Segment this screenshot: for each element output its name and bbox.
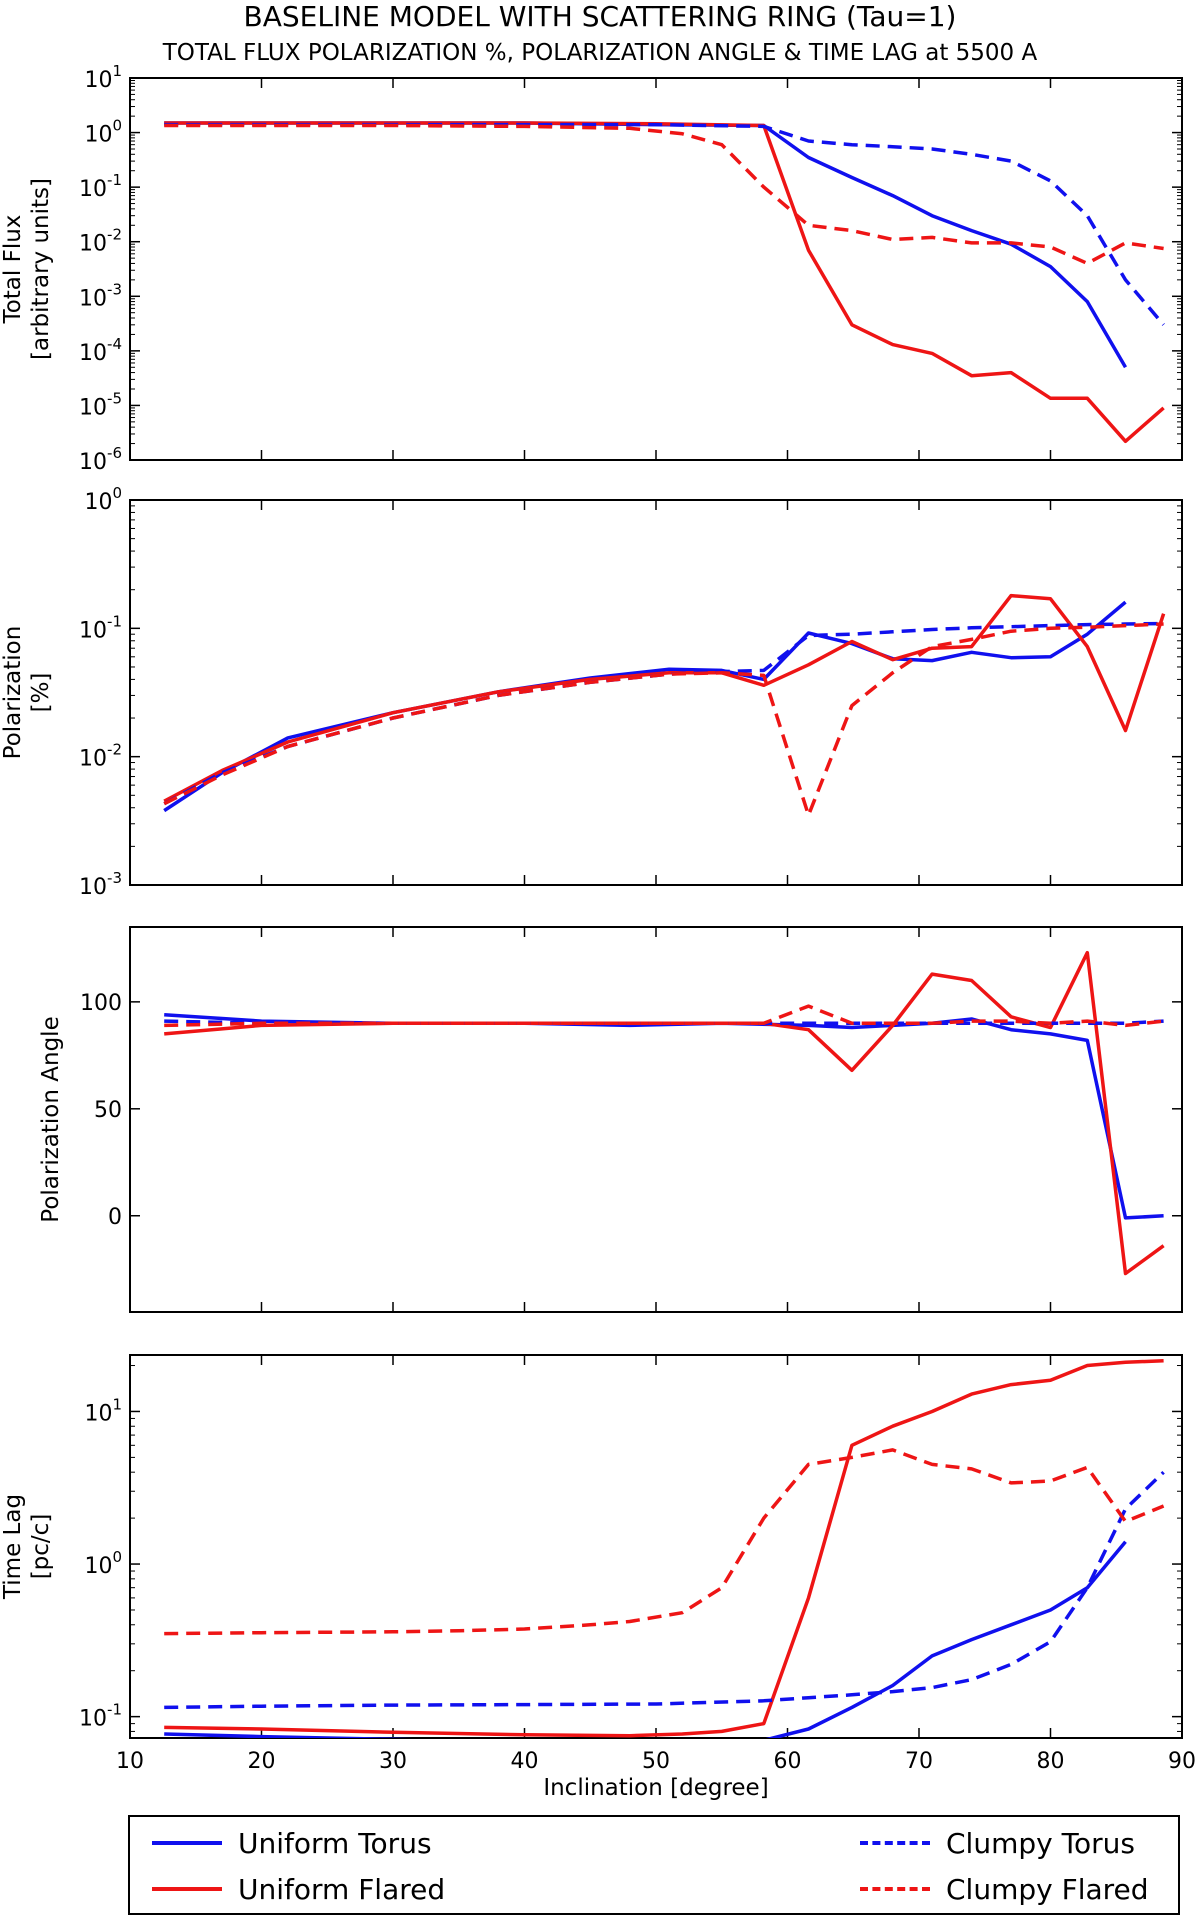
legend-item-uniform-torus: Uniform Torus <box>152 1823 432 1863</box>
y-tick-label: 100 <box>80 991 122 1016</box>
legend-item-clumpy-torus: Clumpy Torus <box>860 1823 1135 1863</box>
y-tick-label: 101 <box>84 1395 122 1426</box>
legend-label: Clumpy Torus <box>946 1826 1135 1860</box>
x-axis-label: Inclination [degree] <box>543 1775 768 1801</box>
x-tick-label: 30 <box>379 1749 407 1774</box>
legend-swatch-uniform-flared <box>152 1887 222 1891</box>
series-line-uniform-flared <box>163 593 1166 803</box>
series-line-clumpy-torus <box>164 1470 1165 1710</box>
y-tick-label: 50 <box>94 1098 122 1123</box>
y-tick-label: 10-2 <box>79 226 122 257</box>
x-tick-label: 80 <box>1037 1749 1065 1774</box>
series-line-uniform-flared <box>164 121 1165 444</box>
chart-title: BASELINE MODEL WITH SCATTERING RING (Tau… <box>243 0 957 33</box>
y-tick-label: 10-4 <box>79 335 122 366</box>
chart-subtitle: TOTAL FLUX POLARIZATION %, POLARIZATION … <box>162 40 1038 66</box>
y-tick-label: 100 <box>84 1548 122 1579</box>
legend-label: Uniform Flared <box>238 1872 446 1906</box>
legend-item-uniform-flared: Uniform Flared <box>152 1869 445 1909</box>
x-tick-label: 10 <box>116 1749 144 1774</box>
y-tick-label: 10-5 <box>79 389 122 420</box>
y-tick-label: 10-3 <box>79 869 122 900</box>
series-line-clumpy-flared <box>163 622 1164 817</box>
x-tick-label: 60 <box>774 1749 802 1774</box>
y-tick-label: 101 <box>84 62 122 93</box>
series-line-uniform-flared <box>164 1358 1164 1738</box>
y-axis-label: Time Lag <box>0 1494 26 1600</box>
y-axis-label: [arbitrary units] <box>28 178 54 360</box>
y-tick-label: 0 <box>108 1205 122 1230</box>
legend: Uniform Torus Uniform Flared Clumpy Toru… <box>128 1815 1180 1915</box>
series-line-clumpy-flared <box>164 123 1164 266</box>
series-line-uniform-torus <box>164 121 1128 369</box>
y-axis-label: Polarization Angle <box>38 1016 64 1222</box>
series-line-clumpy-torus <box>164 122 1165 326</box>
y-tick-label: 10-2 <box>79 741 122 772</box>
y-tick-label: 10-3 <box>79 280 122 311</box>
y-tick-label: 10-1 <box>79 612 122 643</box>
y-axis-label: [%] <box>28 673 54 713</box>
x-tick-label: 50 <box>642 1749 670 1774</box>
series-line-clumpy-torus <box>163 621 1164 806</box>
legend-label: Clumpy Flared <box>946 1872 1149 1906</box>
x-tick-label: 90 <box>1168 1749 1196 1774</box>
y-tick-label: 100 <box>84 117 122 148</box>
legend-swatch-clumpy-torus <box>860 1841 930 1845</box>
y-tick-label: 10-6 <box>79 444 122 475</box>
x-tick-label: 20 <box>248 1749 276 1774</box>
y-axis-label: Total Flux <box>0 215 26 325</box>
y-tick-label: 100 <box>84 484 122 515</box>
series-line-uniform-torus <box>164 1540 1127 1738</box>
y-axis-label: Polarization <box>0 626 26 760</box>
legend-label: Uniform Torus <box>238 1826 432 1860</box>
series-line-uniform-torus <box>164 1012 1164 1220</box>
series-line-uniform-flared <box>164 950 1165 1276</box>
series-line-clumpy-flared <box>164 1448 1165 1636</box>
x-tick-label: 40 <box>511 1749 539 1774</box>
legend-swatch-clumpy-flared <box>860 1887 930 1891</box>
y-tick-label: 10-1 <box>79 1701 122 1732</box>
y-axis-label: [pc/c] <box>28 1514 54 1580</box>
plot-frame-1 <box>129 499 1183 886</box>
legend-item-clumpy-flared: Clumpy Flared <box>860 1869 1149 1909</box>
plot-frame-2 <box>129 926 1183 1313</box>
y-tick-label: 10-1 <box>79 171 122 202</box>
legend-swatch-uniform-torus <box>152 1841 222 1845</box>
plot-frame-3 <box>129 1354 1183 1739</box>
plot-frame-0 <box>129 77 1183 461</box>
x-tick-label: 70 <box>905 1749 933 1774</box>
series-line-clumpy-flared <box>164 1004 1164 1028</box>
